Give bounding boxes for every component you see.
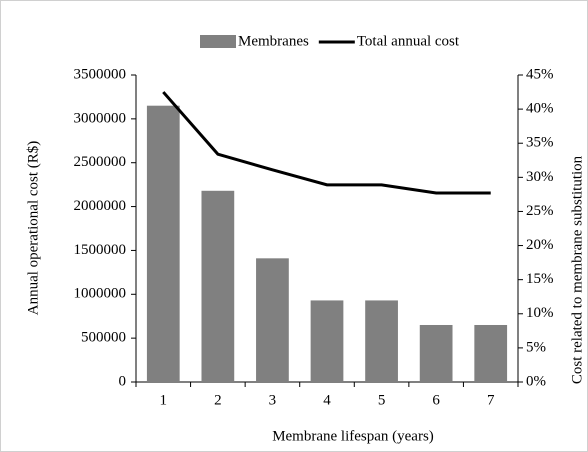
x-tick-label: 4 bbox=[323, 392, 331, 408]
y2-tick-label: 10% bbox=[526, 305, 554, 321]
y2-tick-label: 20% bbox=[526, 237, 554, 253]
y-axis-title: Annual operational cost (R$) bbox=[25, 141, 41, 316]
y2-tick-label: 35% bbox=[526, 135, 554, 151]
legend-swatch bbox=[200, 35, 236, 48]
y-tick-label: 3500000 bbox=[74, 66, 127, 82]
y-tick-label: 2500000 bbox=[74, 154, 127, 170]
legend-label: Total annual cost bbox=[357, 33, 460, 49]
y-tick-label: 0 bbox=[119, 373, 127, 389]
x-tick-label: 5 bbox=[378, 392, 386, 408]
x-tick-label: 1 bbox=[160, 392, 168, 408]
y2-axis-title: Cost related to membrane substitution bbox=[569, 155, 585, 384]
x-tick-label: 2 bbox=[214, 392, 222, 408]
y-tick-label: 500000 bbox=[81, 330, 126, 346]
bar bbox=[310, 300, 344, 382]
bar bbox=[146, 105, 180, 382]
y2-tick-label: 15% bbox=[526, 271, 554, 287]
y2-tick-label: 5% bbox=[526, 339, 546, 355]
x-tick-label: 7 bbox=[487, 392, 495, 408]
y2-tick-label: 25% bbox=[526, 203, 554, 219]
y2-tick-label: 30% bbox=[526, 169, 554, 185]
bar bbox=[201, 190, 235, 382]
bar bbox=[474, 324, 508, 382]
y2-tick-label: 0% bbox=[526, 373, 546, 389]
y-tick-label: 1500000 bbox=[74, 242, 127, 258]
legend-label: Membranes bbox=[238, 33, 309, 49]
y2-tick-label: 45% bbox=[526, 66, 554, 82]
x-axis-title: Membrane lifespan (years) bbox=[272, 428, 434, 444]
y-tick-label: 2000000 bbox=[74, 198, 127, 214]
y-tick-label: 3000000 bbox=[74, 110, 127, 126]
line bbox=[162, 91, 491, 195]
x-tick-label: 3 bbox=[269, 392, 277, 408]
bar bbox=[256, 258, 289, 382]
x-tick-label: 6 bbox=[432, 392, 440, 408]
bar bbox=[365, 300, 398, 382]
y-tick-label: 1000000 bbox=[74, 286, 127, 302]
y2-tick-label: 40% bbox=[526, 101, 554, 117]
bar bbox=[419, 324, 453, 382]
